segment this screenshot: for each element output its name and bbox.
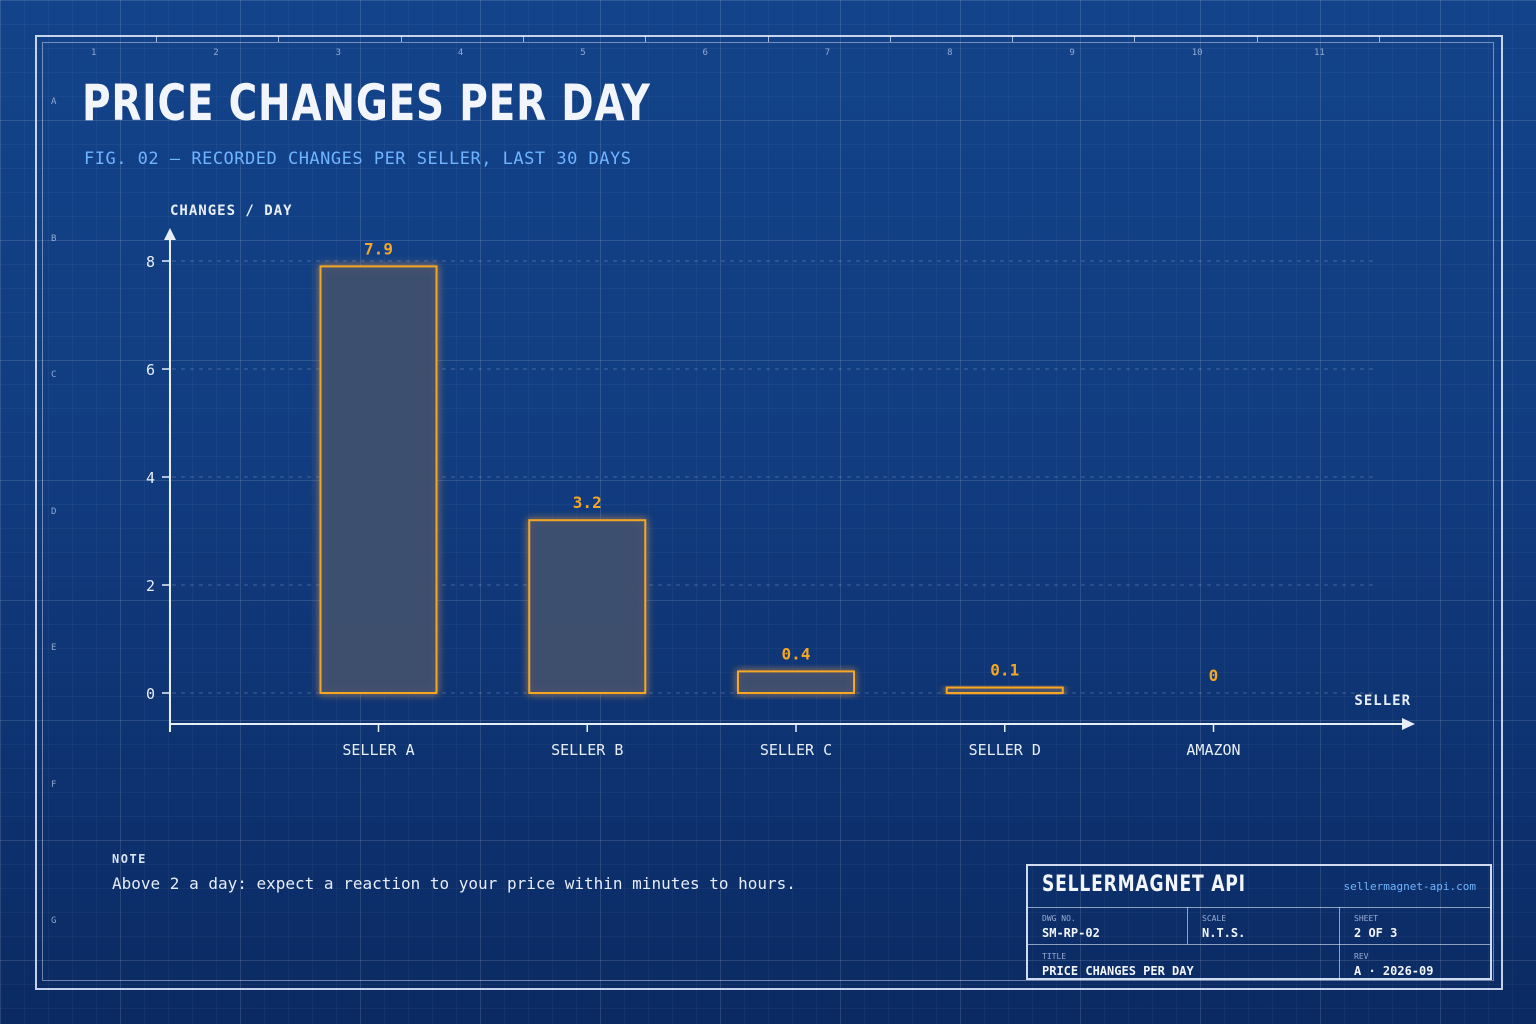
frame-column-tick [522,36,524,42]
note-label: NOTE [112,852,147,866]
bar-seller-a [319,265,438,694]
frame-column-tick [767,36,769,42]
scale-label: SCALE [1202,914,1227,923]
frame-column-2: 2 [213,48,219,58]
y-tick-label: 0 [146,685,155,703]
y-tick-label: 6 [146,361,155,379]
frame-column-tick [1256,36,1258,42]
bar-value-label: 0 [1209,666,1219,685]
frame-row-B: B [51,233,57,244]
frame-column-tick [156,36,157,42]
dwg-no-value: SM-RP-02 [1042,926,1100,940]
frame-column-3: 3 [335,48,342,58]
bar-value-label: 3.2 [573,493,602,512]
x-tick-label: SELLER A [342,741,414,759]
bar-seller-d [945,686,1064,694]
figure-subtitle: FIG. 02 — RECORDED CHANGES PER SELLER, L… [84,149,632,169]
frame-column-tick [645,36,647,42]
x-tick-label: SELLER C [760,741,832,759]
bar-seller-c [737,670,855,695]
y-tick-label: 8 [146,253,155,271]
frame-row-A: A [51,97,57,107]
sheet-label: SHEET [1354,914,1379,923]
frame-column-9: 9 [1069,48,1075,58]
y-axis-arrow [164,228,176,240]
title-block-divider [1339,907,1340,980]
frame-row-E: E [51,643,57,653]
bar-seller-b [528,519,647,695]
frame-column-5: 5 [580,48,586,58]
frame-column-11: 11 [1314,48,1325,58]
drawing-frame-outer [35,35,1503,990]
sheet-value: 2 OF 3 [1354,926,1398,940]
frame-column-4: 4 [457,48,464,58]
dwg-no-label: DWG NO. [1042,914,1076,923]
title-block-url[interactable]: sellermagnet-api.com [1343,880,1476,893]
title-block-brand: SELLERMAGNET API [1042,872,1246,897]
frame-row-F: F [51,779,57,790]
frame-column-8: 8 [947,48,953,58]
bar-value-label: 7.9 [364,239,393,258]
x-tick-label: SELLER D [969,741,1041,759]
frame-column-tick [889,36,891,42]
x-axis-arrow [1402,718,1415,730]
note-text: Above 2 a day: expect a reaction to your… [112,874,796,893]
title-block: SELLERMAGNET API sellermagnet-api.com DW… [1026,864,1492,980]
frame-column-tick [278,36,280,42]
x-tick-label: SELLER B [551,741,623,759]
y-tick-label: 2 [146,577,155,595]
x-axis-label: SELLER [1354,693,1411,709]
page-title: PRICE CHANGES PER DAY [82,74,651,132]
frame-row-C: C [51,370,57,380]
x-tick-label: AMAZON [1186,741,1240,759]
title-block-divider [1028,907,1490,908]
frame-column-7: 7 [824,48,831,58]
scale-value: N.T.S. [1202,926,1246,940]
frame-column-1: 1 [91,48,97,58]
rev-label: REV [1354,952,1369,961]
block-title-label: TITLE [1042,952,1067,961]
frame-column-tick [400,36,402,42]
frame-row-G: G [51,916,57,926]
frame-column-10: 10 [1191,48,1203,58]
block-title-value: PRICE CHANGES PER DAY [1042,964,1194,978]
y-axis-label: CHANGES / DAY [170,203,293,219]
drawing-frame-inner [42,42,1494,981]
frame-column-tick [1134,36,1136,42]
title-block-divider [1187,907,1188,944]
frame-column-tick [1012,36,1014,42]
frame-column-6: 6 [702,48,708,58]
frame-row-D: D [51,506,57,517]
bar-value-label: 0.1 [990,661,1019,680]
frame-column-tick [1379,36,1380,42]
y-tick-label: 4 [146,469,155,487]
title-block-divider [1028,944,1490,945]
bar-value-label: 0.4 [782,644,811,663]
rev-value: A · 2026-09 [1354,964,1434,978]
